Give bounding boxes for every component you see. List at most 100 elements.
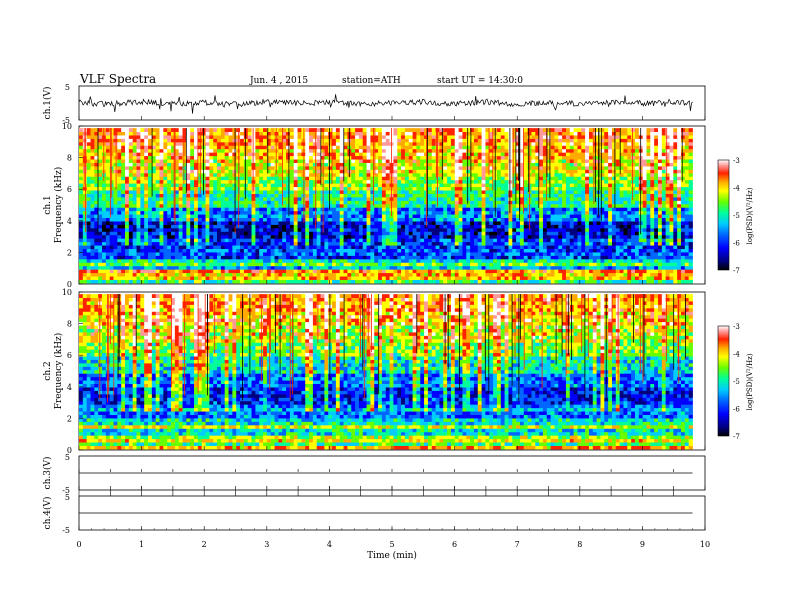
spectrogram-cell [611, 193, 617, 198]
spectrogram-cell [278, 221, 283, 225]
spectrogram-cell [217, 221, 222, 225]
spectrogram-cell [259, 262, 264, 267]
spectrogram-cell [523, 186, 528, 191]
spectrogram-cell [504, 221, 509, 225]
spectrogram-cell [585, 186, 590, 191]
spectrogram-cell [458, 262, 463, 267]
spectrogram-cell [259, 255, 264, 260]
spectrogram-cell [270, 279, 275, 284]
spectrogram-cell [293, 245, 298, 249]
spectrogram-cell [251, 221, 256, 225]
spectrogram-cell [669, 207, 674, 212]
spectrogram-cell [634, 231, 640, 236]
spectrogram-cell [270, 207, 275, 212]
spectrogram-cell [178, 238, 183, 243]
spectrogram-cell [366, 214, 371, 219]
spectrogram-cell [450, 200, 456, 205]
spectrogram-cell [627, 176, 632, 181]
spectrogram-cell [251, 193, 256, 198]
spectrogram-cell [98, 203, 103, 208]
spectrogram-cell [125, 179, 130, 184]
spectrogram-cell [251, 265, 256, 270]
spectrogram-cell [404, 193, 410, 198]
spectrogram-cell [270, 186, 275, 191]
spectrogram-cell [171, 279, 176, 284]
spectrogram-cell [159, 248, 164, 253]
spectrogram-cell [569, 224, 575, 229]
spectrogram-cell [270, 217, 275, 222]
spectrogram-cell [569, 269, 575, 274]
spectrogram-cell [347, 200, 352, 205]
spectrogram-cell [347, 217, 352, 222]
spectrogram-cell [151, 196, 157, 201]
spectrogram-cell [316, 210, 321, 215]
spectrogram-cell [343, 221, 348, 225]
spectrogram-cell [378, 238, 383, 243]
spectrogram-cell [669, 234, 674, 239]
spectrogram-cell [665, 179, 670, 184]
spectrogram-cell [293, 279, 298, 284]
spectrogram-cell [535, 196, 540, 201]
spectrogram-cell [527, 245, 532, 249]
spectrogram-cell [98, 252, 103, 256]
spectrogram-cell [259, 224, 264, 229]
spectrogram-cell [125, 224, 130, 229]
spectrogram-cell [458, 207, 463, 212]
spectrogram-cell [504, 248, 509, 253]
spectrogram-cell [519, 262, 525, 267]
spectrogram-cell [473, 217, 479, 222]
spectrogram-cell [205, 179, 210, 184]
spectrogram-cell [194, 196, 199, 201]
spectrogram-cell [447, 196, 452, 201]
spectrogram-cell [351, 227, 356, 232]
spectrogram-cell [186, 176, 191, 181]
spectrogram-cell [381, 176, 387, 181]
spectrogram-cell [220, 272, 226, 277]
spectrogram-cell [565, 207, 571, 212]
spectrogram-cell [569, 196, 575, 201]
spectrogram-cell [136, 248, 141, 253]
spectrogram-cell [121, 279, 126, 284]
spectrogram-cell [416, 269, 421, 274]
spectrogram-cell [328, 190, 333, 194]
spectrogram-cell [305, 258, 310, 263]
spectrogram-cell [627, 276, 632, 280]
spectrogram-cell [627, 214, 632, 219]
spectrogram-cell [661, 210, 667, 215]
spectrogram-cell [477, 214, 482, 219]
spectrogram-cell [263, 241, 268, 246]
spectrogram-cell [186, 231, 191, 236]
spectrogram-cell [174, 245, 180, 249]
spectrogram-cell [512, 255, 517, 260]
spectrogram-cell [385, 248, 390, 253]
spectrogram-cell [94, 203, 99, 208]
spectrogram-cell [638, 238, 644, 243]
spectrogram-cell [604, 245, 609, 249]
spectrogram-cell [631, 269, 636, 274]
spectrogram-cell [105, 234, 111, 239]
spectrogram-cell [297, 227, 302, 232]
spectrogram-cell [596, 238, 601, 243]
spectrogram-cell [355, 265, 360, 270]
spectrogram-cell [654, 227, 659, 232]
spectrogram-cell [615, 231, 621, 236]
spectrogram-cell [79, 265, 84, 270]
spectrogram-cell [516, 214, 521, 219]
spectrogram-cell [562, 214, 567, 219]
spectrogram-cell [427, 248, 433, 253]
spectrogram-cell [519, 255, 525, 260]
spectrogram-cell [320, 269, 325, 274]
spectrogram-cell [393, 221, 398, 225]
spectrogram-cell [454, 207, 459, 212]
spectrogram-cell [305, 217, 310, 222]
spectrogram-cell [592, 190, 598, 194]
spectrogram-cell [408, 241, 413, 246]
spectrogram-cell [546, 186, 552, 191]
spectrogram-cell [209, 265, 214, 270]
spectrogram-cell [477, 272, 482, 277]
spectrogram-cell [500, 238, 505, 243]
spectrogram-cell [128, 231, 134, 236]
spectrogram-cell [178, 262, 183, 267]
spectrogram-cell [416, 276, 421, 280]
spectrogram-cell [79, 238, 84, 243]
